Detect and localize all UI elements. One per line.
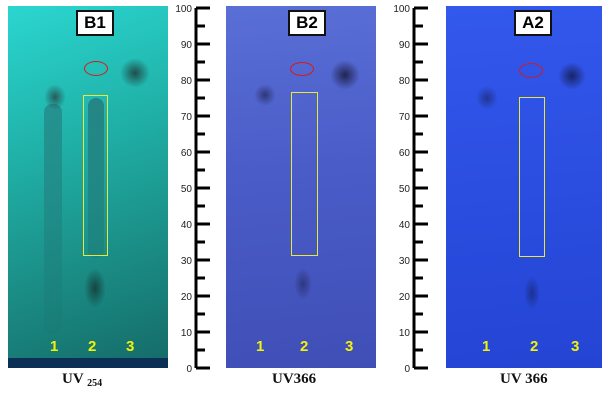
streak-lane2 [88,98,104,258]
ruler-tick-label: 90 [399,40,411,51]
ruler-tick-label: 80 [181,76,193,87]
lane-label: 3 [126,338,135,355]
highlight-box-b2 [291,92,318,256]
lane-label: 3 [345,338,354,355]
caption-b1: UV 254 [62,371,103,389]
lane-label: 2 [300,338,309,355]
ruler-tick-label: 90 [181,40,193,51]
ruler-1: 100 90 80 70 60 50 40 30 20 10 0 [174,4,214,375]
ruler-tick-label: 100 [393,4,410,15]
ruler-tick-label: 0 [186,364,192,375]
spot-lane2-low [84,268,106,308]
ruler-tick-label: 70 [399,112,411,123]
ruler-tick-label: 40 [181,220,193,231]
ruler-tick-label: 0 [404,364,410,375]
ruler-tick-label: 30 [399,256,411,267]
circle-mark-b2 [290,62,314,76]
highlight-box-b1 [83,95,108,256]
spot-lane3 [120,58,150,88]
spot-lane1 [44,84,66,110]
streak-lane1 [44,104,62,334]
spot-lane1 [476,86,498,110]
ruler-tick-label: 50 [181,184,193,195]
ruler-tick-label: 100 [175,4,192,15]
lane-label: 1 [50,338,59,355]
spot-lane3 [330,60,360,90]
plate-a2 [446,6,602,368]
plate-edge [8,358,168,368]
lane-label: 2 [530,338,539,355]
ruler-tick-label: 40 [399,220,411,231]
lane-label: 1 [256,338,265,355]
circle-mark-a2 [519,63,543,78]
spot-lane3 [558,62,586,90]
ruler-2: 100 90 80 70 60 50 40 30 20 10 0 [392,4,432,375]
ruler-tick-label: 60 [181,148,193,159]
ruler-tick-label: 30 [181,256,193,267]
lane-label: 1 [482,338,491,355]
caption-b2: UV366 [272,371,317,387]
plate-b1-label: B1 [76,10,114,36]
ruler-tick-label: 20 [181,292,193,303]
ruler-tick-label: 60 [399,148,411,159]
circle-mark-b1 [84,61,108,76]
plate-a2-label: A2 [514,10,552,36]
ruler-tick-label: 20 [399,292,411,303]
spot-lane2-low [294,268,312,300]
ruler-tick-label: 10 [399,328,411,339]
ruler-tick-label: 50 [399,184,411,195]
lane-label: 2 [88,338,97,355]
spot-lane1 [254,84,276,106]
lane-label: 3 [571,338,580,355]
plate-b2-label: B2 [288,10,326,36]
highlight-box-a2 [519,97,545,257]
caption-a2: UV 366 [500,371,548,387]
ruler-tick-label: 10 [181,328,193,339]
spot-lane2-low [524,276,540,310]
ruler-tick-label: 70 [181,112,193,123]
ruler-tick-label: 80 [399,76,411,87]
